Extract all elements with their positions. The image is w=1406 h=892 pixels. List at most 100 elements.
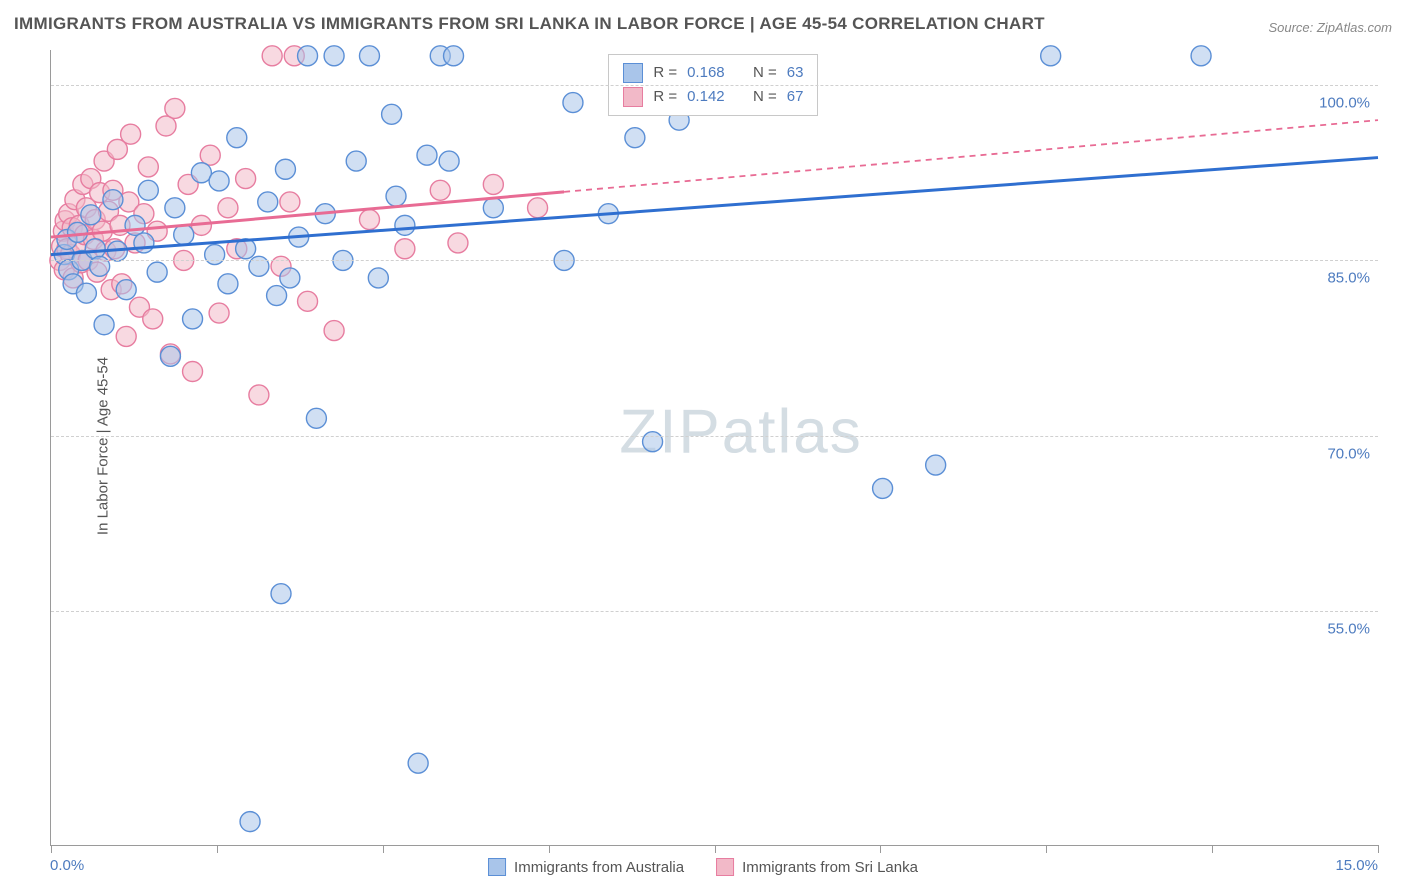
data-point (528, 198, 548, 218)
data-point (1041, 46, 1061, 66)
swatch-b-icon (623, 87, 643, 107)
data-point (395, 215, 415, 235)
y-tick-label: 85.0% (1327, 270, 1370, 287)
data-point (81, 205, 101, 225)
data-point (1191, 46, 1211, 66)
gridline (51, 260, 1378, 261)
legend-label-b: Immigrants from Sri Lanka (742, 859, 918, 876)
data-point (236, 169, 256, 189)
x-tick (1046, 845, 1047, 853)
gridline (51, 436, 1378, 437)
data-point (395, 239, 415, 259)
data-point (625, 128, 645, 148)
data-point (191, 163, 211, 183)
legend-item-b: Immigrants from Sri Lanka (716, 858, 918, 876)
data-point (430, 180, 450, 200)
data-point (116, 326, 136, 346)
data-point (483, 174, 503, 194)
data-point (160, 346, 180, 366)
r-label-a: R = (653, 61, 677, 85)
data-point (183, 309, 203, 329)
data-point (249, 256, 269, 276)
data-point (359, 46, 379, 66)
correlation-chart: IMMIGRANTS FROM AUSTRALIA VS IMMIGRANTS … (0, 0, 1406, 892)
data-point (382, 104, 402, 124)
data-point (165, 98, 185, 118)
data-point (205, 245, 225, 265)
data-point (563, 93, 583, 113)
data-point (76, 283, 96, 303)
legend: Immigrants from Australia Immigrants fro… (488, 858, 918, 876)
data-point (408, 753, 428, 773)
data-point (94, 315, 114, 335)
x-tick (51, 845, 52, 853)
legend-swatch-b-icon (716, 858, 734, 876)
data-point (275, 159, 295, 179)
data-point (262, 46, 282, 66)
data-point (324, 46, 344, 66)
data-point (121, 124, 141, 144)
data-point (183, 362, 203, 382)
data-point (147, 262, 167, 282)
legend-item-a: Immigrants from Australia (488, 858, 684, 876)
data-point (298, 291, 318, 311)
trend-line (564, 120, 1378, 192)
data-point (143, 309, 163, 329)
x-tick (217, 845, 218, 853)
data-point (444, 46, 464, 66)
data-point (138, 157, 158, 177)
data-point (368, 268, 388, 288)
r-label-b: R = (653, 85, 677, 109)
data-point (174, 225, 194, 245)
data-point (138, 180, 158, 200)
x-tick (1378, 845, 1379, 853)
data-point (209, 303, 229, 323)
r-value-b: 0.142 (687, 85, 725, 109)
data-point (165, 198, 185, 218)
n-value-b: 67 (787, 85, 804, 109)
gridline (51, 85, 1378, 86)
data-point (271, 584, 291, 604)
x-max-label: 15.0% (1335, 857, 1378, 874)
stats-row-b: R = 0.142 N = 67 (623, 85, 803, 109)
data-point (417, 145, 437, 165)
data-point (386, 186, 406, 206)
data-point (218, 198, 238, 218)
data-point (439, 151, 459, 171)
x-tick (880, 845, 881, 853)
data-point (85, 239, 105, 259)
x-tick (715, 845, 716, 853)
data-point (324, 321, 344, 341)
r-value-a: 0.168 (687, 61, 725, 85)
data-point (926, 455, 946, 475)
y-tick-label: 55.0% (1327, 621, 1370, 638)
swatch-a-icon (623, 63, 643, 83)
n-label-a: N = (753, 61, 777, 85)
data-point (218, 274, 238, 294)
x-min-label: 0.0% (50, 857, 84, 874)
data-point (483, 198, 503, 218)
data-svg (51, 50, 1378, 845)
data-point (90, 256, 110, 276)
data-point (258, 192, 278, 212)
data-point (359, 210, 379, 230)
data-point (873, 478, 893, 498)
data-point (249, 385, 269, 405)
legend-label-a: Immigrants from Australia (514, 859, 684, 876)
data-point (306, 408, 326, 428)
legend-swatch-a-icon (488, 858, 506, 876)
data-point (68, 222, 88, 242)
data-point (643, 432, 663, 452)
data-point (116, 280, 136, 300)
x-tick (1212, 845, 1213, 853)
data-point (280, 268, 300, 288)
source-label: Source: ZipAtlas.com (1268, 20, 1392, 35)
y-tick-label: 70.0% (1327, 445, 1370, 462)
x-tick (383, 845, 384, 853)
gridline (51, 611, 1378, 612)
x-tick (549, 845, 550, 853)
chart-title: IMMIGRANTS FROM AUSTRALIA VS IMMIGRANTS … (14, 14, 1045, 34)
n-label-b: N = (753, 85, 777, 109)
stats-row-a: R = 0.168 N = 63 (623, 61, 803, 85)
plot-area: ZIPatlas R = 0.168 N = 63 R = 0.142 N = … (50, 50, 1378, 846)
